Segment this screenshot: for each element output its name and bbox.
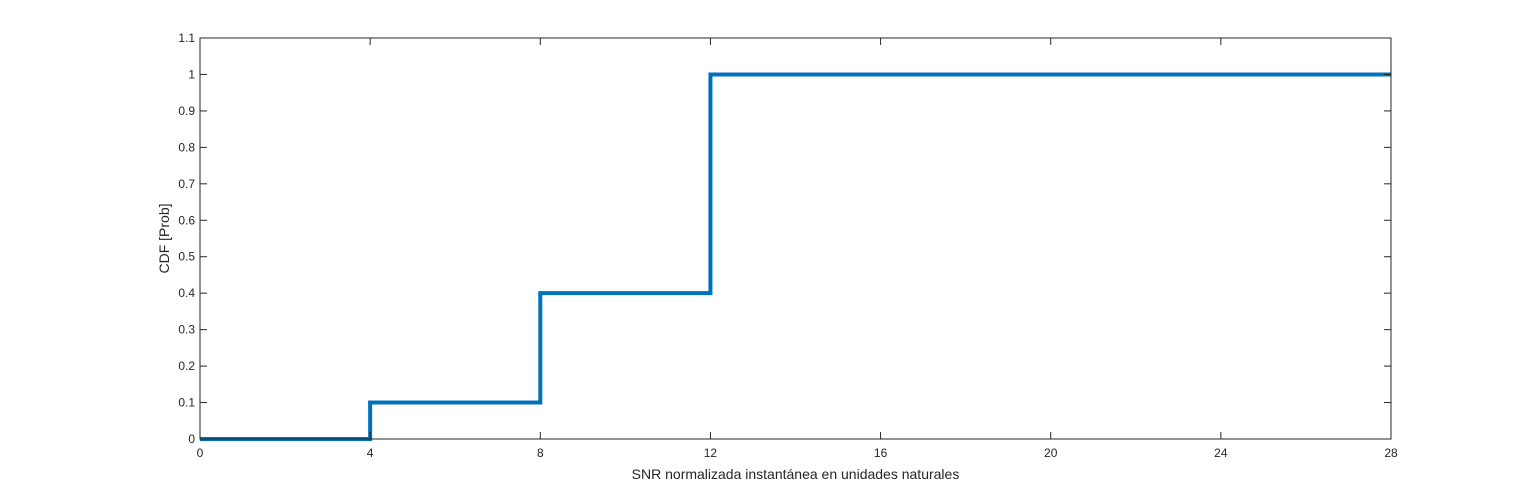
ticks-layer [199,37,1392,440]
x-tick-label: 4 [367,446,374,460]
y-tick-label: 0.4 [178,286,195,300]
x-axis-label: SNR normalizada instantánea en unidades … [632,466,960,482]
y-axis-label: CDF [Prob] [156,203,172,273]
y-tick-label: 0 [188,432,195,446]
x-tick-label: 28 [1384,446,1398,460]
y-tick-label: 0.5 [178,250,195,264]
tick-labels-layer: 0 4 8 12 16 20 24 28 0 0.1 0.2 0.3 0.4 0.5 0.6 0.7 0.8 0.… [178,31,1398,460]
y-tick-label: 0.9 [178,104,195,118]
y-tick-label: 0.8 [178,140,195,154]
y-tick-label: 1 [188,67,195,81]
x-tick-label: 12 [704,446,718,460]
axes-box [199,37,1392,440]
x-tick-label: 20 [1044,446,1058,460]
y-tick-label: 0.7 [178,177,195,191]
x-tick-label: 24 [1214,446,1228,460]
x-tick-label: 0 [197,446,204,460]
y-tick-label: 0.1 [178,396,195,410]
y-tick-label: 0.3 [178,323,195,337]
y-tick-label: 0.2 [178,359,195,373]
y-tick-label: 0.6 [178,213,195,227]
x-tick-label: 16 [874,446,888,460]
y-tick-label: 1.1 [178,31,195,45]
plot-area [200,38,1391,439]
x-tick-label: 8 [537,446,544,460]
